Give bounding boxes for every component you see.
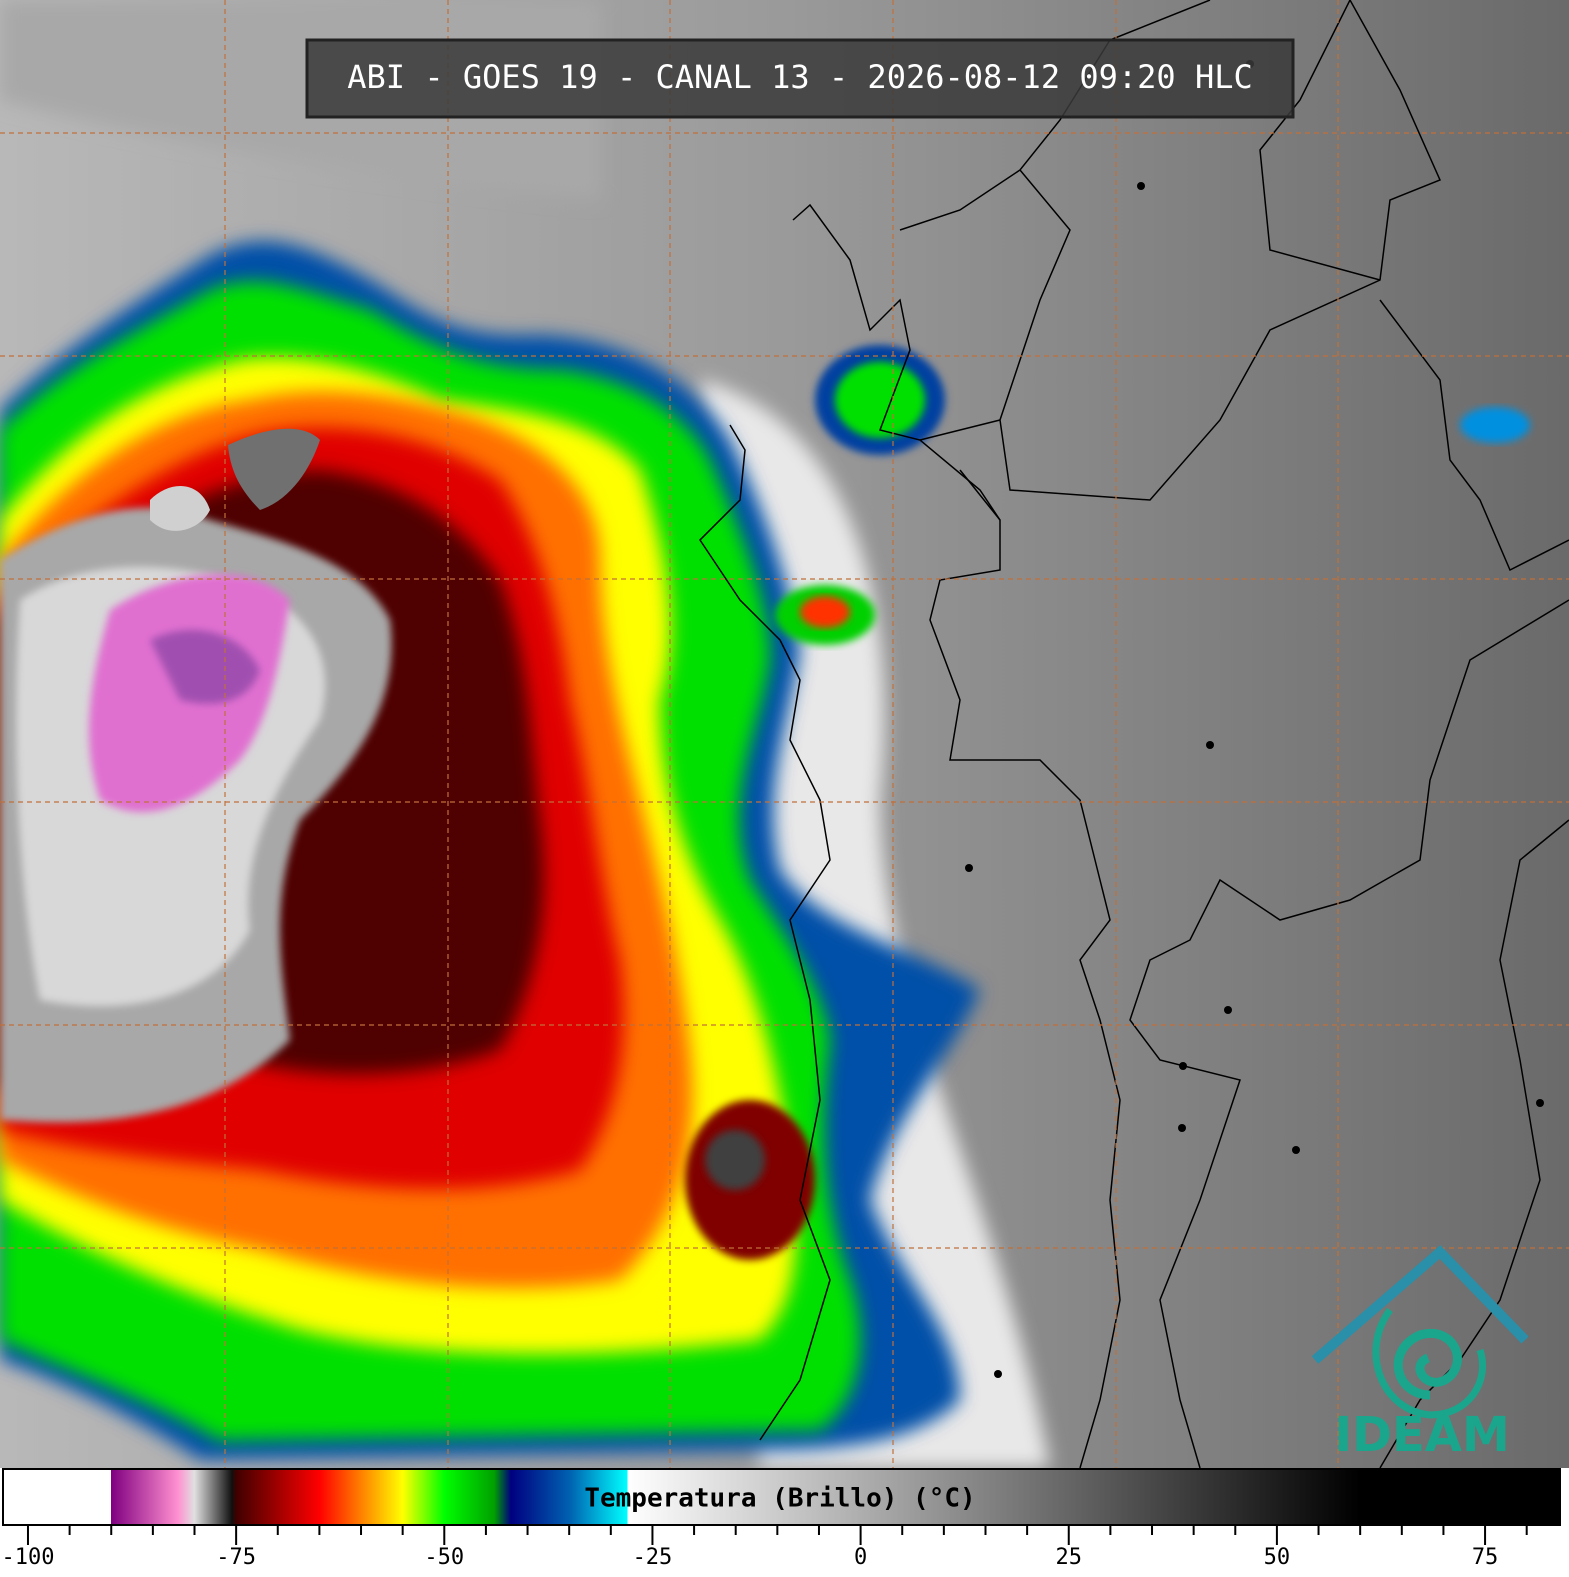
tick-label: -100: [1, 1545, 54, 1570]
tick-label: 75: [1472, 1545, 1499, 1570]
logo: IDEAM: [1311, 1245, 1529, 1463]
city-dots: [965, 60, 1544, 1378]
tick-label: -50: [424, 1545, 464, 1570]
tick-label: -75: [216, 1545, 256, 1570]
tick-label: 50: [1264, 1545, 1291, 1570]
tick-label: 25: [1056, 1545, 1083, 1570]
title: ABI - GOES 19 - CANAL 13 - 2026-08-12 09…: [347, 58, 1252, 96]
tick-label: 0: [854, 1545, 867, 1570]
logo-text: IDEAM: [1334, 1407, 1509, 1463]
colorbar: Temperatura (Brillo) (°C) -100 -75 -50 -25 0…: [1, 1468, 1561, 1570]
title-box: ABI - GOES 19 - CANAL 13 - 2026-08-12 09…: [305, 38, 1295, 119]
colorbar-label: Temperatura (Brillo) (°C): [584, 1484, 975, 1514]
graticule: [0, 0, 1569, 1468]
satellite-image: [0, 0, 1569, 1469]
tick-label: -25: [633, 1545, 673, 1570]
